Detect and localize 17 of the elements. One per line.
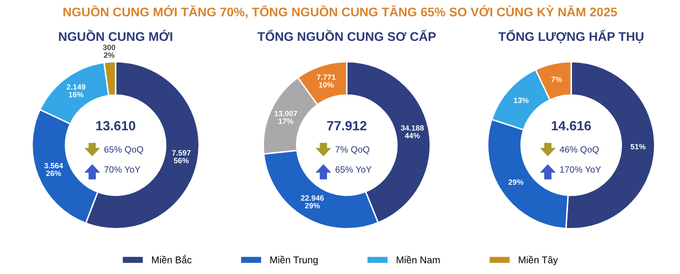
text: 170% YoY <box>560 166 601 173</box>
legend-label: Miền Trung <box>270 256 318 266</box>
legend-label: Miền Nam <box>396 256 440 264</box>
legend-label: Miền Tây <box>518 256 558 266</box>
legend-label: Miền Bắc <box>152 254 192 264</box>
text: 7% QoQ <box>336 146 370 154</box>
text: 77.912 <box>327 121 366 130</box>
text: NGUỒN CUNG MỚI TĂNG 70%, TỔNG NGUỒN CUNG TĂNG 65% SO VỚI CÙNG KỲ NĂM 2025 <box>63 5 618 18</box>
text: 14.616 <box>552 121 591 130</box>
text: 70% YoY <box>104 166 140 173</box>
text: 13.610 <box>96 121 136 130</box>
chart-title: TỔNG LƯỢNG HẤP THỤ <box>498 30 644 44</box>
text: 46% QoQ <box>560 146 599 154</box>
chart-title: TỔNG NGUỒN CUNG SƠ CẤP <box>258 30 436 41</box>
chart-title: NGUỒN CUNG MỚI <box>59 30 172 41</box>
text: 65% YoY <box>336 166 372 173</box>
text: 65% QoQ <box>104 146 144 154</box>
